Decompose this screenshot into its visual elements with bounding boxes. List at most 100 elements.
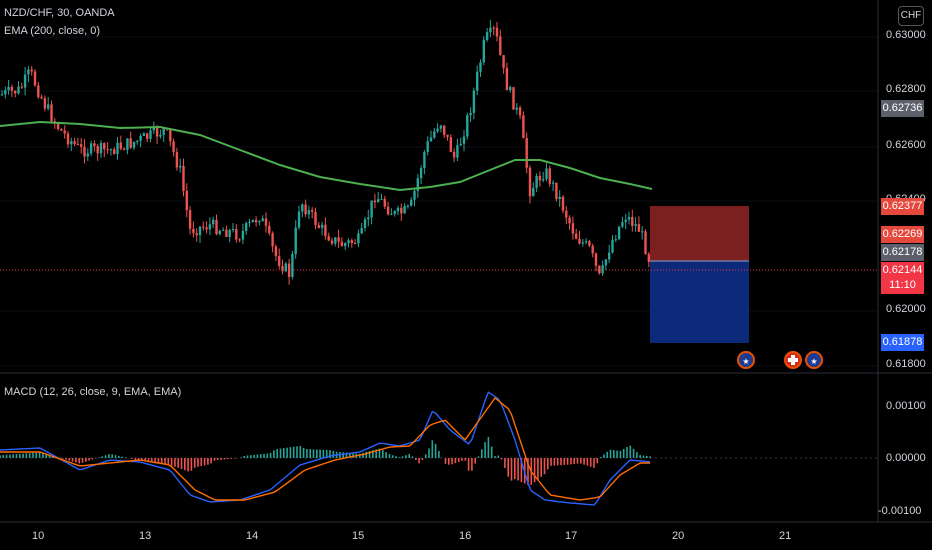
candle [215,219,218,235]
macd-line [0,391,651,506]
candle [357,233,360,244]
candle [83,146,86,157]
candle [195,233,198,236]
candle [489,27,492,33]
candle [0,94,4,96]
candle [76,143,80,145]
candle [132,141,136,148]
ema-legend[interactable]: EMA (200, close, 0) [4,25,100,37]
candle [70,141,73,145]
candle [400,207,403,214]
candle [185,190,188,211]
candle [525,138,528,168]
candle [419,168,423,179]
candle [439,125,443,129]
candle [555,182,558,200]
candle [617,226,621,240]
candle [416,178,419,191]
candle [271,233,274,247]
candle [139,135,142,141]
candle [96,146,99,154]
candle [142,133,146,136]
candle [492,27,495,29]
candle [248,222,251,224]
candle [297,211,301,228]
candle [10,86,14,91]
candle [50,104,53,122]
candle [175,152,179,168]
candle [188,210,192,229]
new-zealand-flag-icon[interactable]: ★ [805,351,823,369]
candle [542,178,545,181]
candle [172,141,175,153]
switzerland-flag-icon[interactable] [784,351,802,369]
candle [278,256,281,267]
candle [109,149,113,151]
candle [40,97,43,99]
svg-text:★: ★ [742,357,749,366]
candle [198,226,202,236]
high-price-badge: 0.62178 [881,244,924,261]
candle [377,199,380,203]
stop-loss-zone[interactable] [650,206,749,261]
candle [624,219,627,223]
candle [4,90,7,95]
candle [353,243,357,245]
candle [344,243,347,247]
take-profit-zone[interactable] [650,261,749,343]
candle [122,148,126,150]
candle [396,207,400,212]
candle [30,69,33,72]
candle [578,238,581,244]
candle [155,127,159,137]
candle [469,112,472,116]
candle [103,143,106,150]
new-zealand-flag-icon[interactable]: ★ [737,351,755,369]
candle [386,206,390,215]
candle [522,115,525,139]
candle [413,190,416,200]
candle [340,241,344,247]
candle [443,125,446,135]
candle [86,153,89,157]
symbol-title[interactable]: NZD/CHF, 30, OANDA [4,7,115,19]
candle [37,85,40,98]
candle [182,165,185,191]
candle [268,225,271,234]
candle [627,216,631,220]
candle [505,67,509,91]
candle [294,227,297,254]
candle [7,86,10,91]
candle [231,228,235,231]
entry-price-badge: 0.62269 [881,226,924,243]
candle [208,224,212,230]
candle [311,210,314,212]
candle [274,246,278,257]
candle [254,219,258,223]
time-tick: 15 [352,530,365,542]
candle [591,245,594,254]
candle [347,240,350,244]
candle [129,138,132,148]
time-tick: 10 [32,530,45,542]
candle [301,204,304,212]
candle [99,143,103,154]
candle [482,39,485,63]
currency-button[interactable]: CHF [898,6,924,26]
candle [558,196,561,200]
candle [499,36,502,56]
candle [621,222,624,227]
signal-line [0,396,651,501]
candle [608,252,611,260]
candle [380,198,383,200]
time-tick: 20 [672,530,685,542]
candle [518,107,522,116]
candle [565,210,568,218]
candle [485,32,489,40]
macd-legend[interactable]: MACD (12, 26, close, 9, EMA, EMA) [4,386,182,398]
candle [136,140,139,142]
candlestick-series [0,19,650,285]
candle [14,90,17,94]
candle [327,236,330,241]
